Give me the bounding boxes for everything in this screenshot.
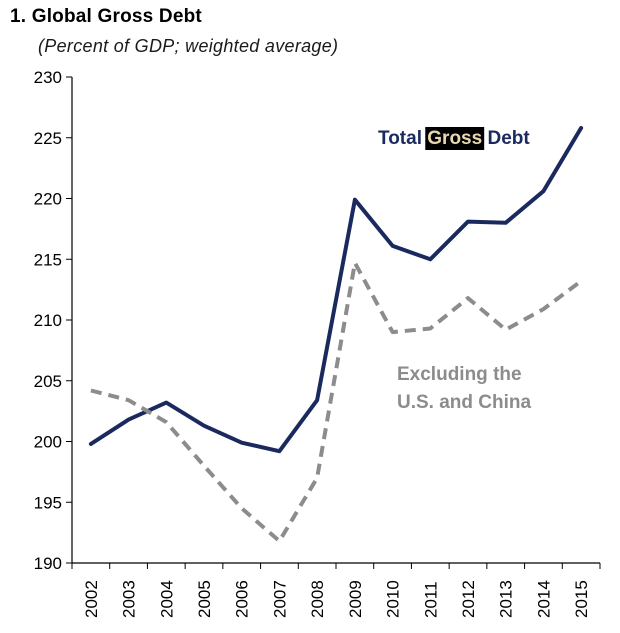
x-tick-label: 2008 — [308, 580, 327, 618]
x-tick-label: 2010 — [384, 580, 403, 618]
x-tick-label: 2013 — [497, 580, 516, 618]
chart-subtitle: (Percent of GDP; weighted average) — [38, 36, 339, 56]
y-tick-label: 220 — [34, 190, 62, 209]
y-tick-label: 195 — [34, 493, 62, 512]
x-tick-label: 2004 — [157, 580, 176, 618]
label-part: Debt — [482, 128, 530, 149]
x-tick-label: 2005 — [195, 580, 214, 618]
y-tick-label: 230 — [34, 68, 62, 87]
y-axis-ticks: 190 195 200 205 210 215 220 225 230 — [34, 68, 72, 573]
label-part: Total — [378, 128, 427, 149]
chart-title: 1. Global Gross Debt — [10, 6, 202, 27]
y-tick-label: 205 — [34, 372, 62, 391]
y-tick-label: 200 — [34, 433, 62, 452]
x-tick-label: 2006 — [233, 580, 252, 618]
chart-axes — [71, 77, 600, 564]
y-tick-label: 190 — [34, 554, 62, 573]
label-part: Gross — [427, 128, 482, 149]
series-label-total-gross-debt: Total Gross Debt — [378, 128, 530, 149]
x-tick-label: 2011 — [421, 581, 440, 618]
y-tick-label: 225 — [34, 129, 62, 148]
x-tick-label: 2009 — [346, 580, 365, 618]
series-line-total-gross-debt — [88, 126, 584, 454]
x-tick-label: 2012 — [459, 580, 478, 618]
x-tick-label: 2002 — [82, 580, 101, 618]
y-tick-label: 215 — [34, 250, 62, 269]
series-labels: Total Gross Debt Excluding the U.S. and Ch… — [378, 127, 532, 413]
y-tick-label: 210 — [34, 311, 62, 330]
series-label-excluding-us-china: U.S. and China — [397, 392, 532, 413]
x-tick-label: 2014 — [534, 580, 553, 618]
series-label-excluding-us-china: Excluding the — [397, 364, 522, 385]
x-tick-label: 2015 — [572, 580, 591, 618]
x-tick-label: 2003 — [120, 580, 139, 618]
chart-series — [88, 126, 584, 544]
x-axis-ticks: 2002 2003 2004 2005 2006 2007 2008 2009 2010 2011… — [71, 563, 601, 618]
x-tick-label: 2007 — [270, 580, 289, 618]
label-highlight — [425, 127, 485, 150]
series-line-excluding-us-china — [90, 260, 583, 544]
